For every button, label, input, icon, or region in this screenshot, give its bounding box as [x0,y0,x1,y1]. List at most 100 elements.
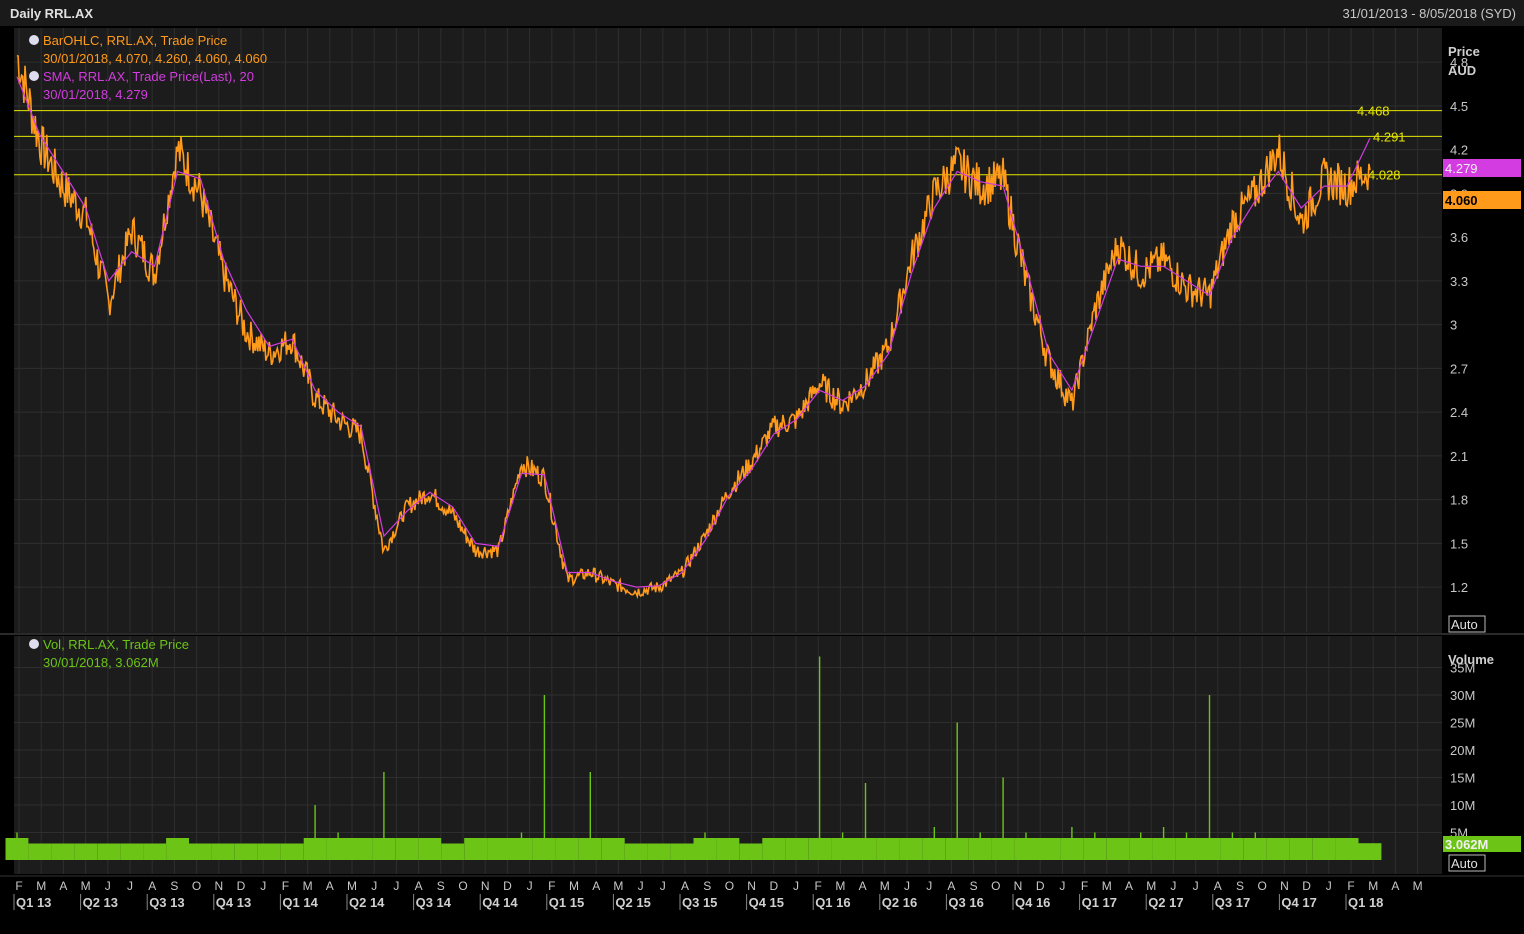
vol-legend-toggle-icon[interactable] [29,639,39,649]
month-tick-label: J [1059,879,1065,893]
volume-spike [864,783,867,860]
sma-value-badge [1443,159,1521,177]
month-tick-label: J [638,879,644,893]
month-tick-label: O [1258,879,1267,893]
month-tick-label: A [947,879,955,893]
volume-spike [520,832,523,860]
volume-spike [314,805,316,860]
volume-spike [933,827,935,860]
price-tick-label: 4.5 [1450,99,1468,114]
month-tick-label: D [1302,879,1311,893]
month-tick-label: S [170,879,178,893]
volume-bar [1335,838,1359,860]
price-tick-label: 1.8 [1450,493,1468,508]
volume-bar [762,838,786,860]
price-tick-label: 2.7 [1450,361,1468,376]
month-tick-label: J [660,879,666,893]
volume-spike [818,656,821,860]
price-auto-button[interactable] [1448,615,1486,633]
volume-spike [1002,777,1004,860]
volume-bar [280,843,304,860]
volume-bar [464,838,488,860]
price-tick-label: 3 [1450,318,1457,333]
price-axis-currency: AUD [1448,63,1476,78]
volume-spike [979,832,981,860]
volume-spike [1071,827,1073,860]
ohlc-legend-values: 30/01/2018, 4.070, 4.260, 4.060, 4.060 [43,51,267,66]
volume-bar [601,838,625,860]
month-tick-label: M [1146,879,1156,893]
volume-bar [899,838,923,860]
month-tick-label: F [548,879,555,893]
month-tick-label: F [1081,879,1088,893]
month-tick-label: J [1326,879,1332,893]
volume-bar [1106,838,1130,860]
price-tick-label: 4.8 [1450,55,1468,70]
volume-spike [543,695,546,860]
ohlc-legend-toggle-icon[interactable] [29,35,39,45]
volume-bar [624,843,648,860]
month-tick-label: M [1413,879,1423,893]
month-tick-label: A [1125,879,1133,893]
month-tick-label: M [1368,879,1378,893]
volume-spike [841,832,844,860]
month-tick-label: A [681,879,689,893]
volume-spike [1254,832,1256,860]
price-line [16,54,1371,600]
month-tick-label: A [415,879,423,893]
volume-bar [1037,838,1061,860]
quarter-tick-label: Q3 15 [682,895,717,910]
month-tick-label: M [835,879,845,893]
sma-legend-values: 30/01/2018, 4.279 [43,87,148,102]
month-tick-label: F [15,879,22,893]
quarter-tick-label: Q3 17 [1215,895,1250,910]
month-tick-label: M [613,879,623,893]
price-series [16,54,1371,600]
sma-legend-toggle-icon[interactable] [29,71,39,81]
price-tick-label: 1.2 [1450,580,1468,595]
sma-legend-name: SMA, RRL.AX, Trade Price(Last), 20 [43,69,254,84]
month-tick-label: A [592,879,600,893]
volume-auto-button[interactable] [1448,854,1486,872]
volume-spike [383,772,385,860]
month-tick-label: O [192,879,201,893]
month-tick-label: S [1236,879,1244,893]
price-auto-label: Auto [1451,617,1478,632]
volume-series [5,656,1382,860]
volume-value-badge-text: 3.062M [1445,837,1488,852]
quarter-tick-label: Q1 18 [1348,895,1383,910]
volume-bar [189,843,212,860]
ohlc-legend-name: BarOHLC, RRL.AX, Trade Price [43,33,227,48]
volume-bar [739,843,763,860]
volume-spike [1025,832,1027,860]
month-tick-label: J [926,879,932,893]
sma-value-badge-text: 4.279 [1445,161,1478,176]
volume-bar [211,843,235,860]
volume-bar [257,843,281,860]
header-bar [0,0,1524,26]
volume-bar [74,843,98,860]
month-tick-label: J [105,879,111,893]
volume-bar [234,843,258,860]
volume-bar [97,843,121,860]
horizontal-levels: 4.468 4.291 4.028 [14,104,1442,183]
quarter-tick-label: Q2 14 [349,895,385,910]
volume-spike [16,832,18,860]
month-tick-label: M [347,879,357,893]
month-tick-label: J [371,879,377,893]
month-tick-label: M [81,879,91,893]
date-range: 31/01/2013 - 8/05/2018 (SYD) [1343,6,1516,21]
quarter-tick-label: Q1 13 [16,895,51,910]
volume-spike [956,722,958,860]
month-tick-label: A [1214,879,1222,893]
month-tick-label: N [1014,879,1023,893]
price-axis-title: Price [1448,44,1480,59]
quarter-tick-label: Q3 13 [149,895,184,910]
volume-spike [1208,695,1211,860]
volume-axis-title: Volume [1448,652,1494,667]
month-tick-label: A [59,879,67,893]
month-tick-label: D [1036,879,1045,893]
